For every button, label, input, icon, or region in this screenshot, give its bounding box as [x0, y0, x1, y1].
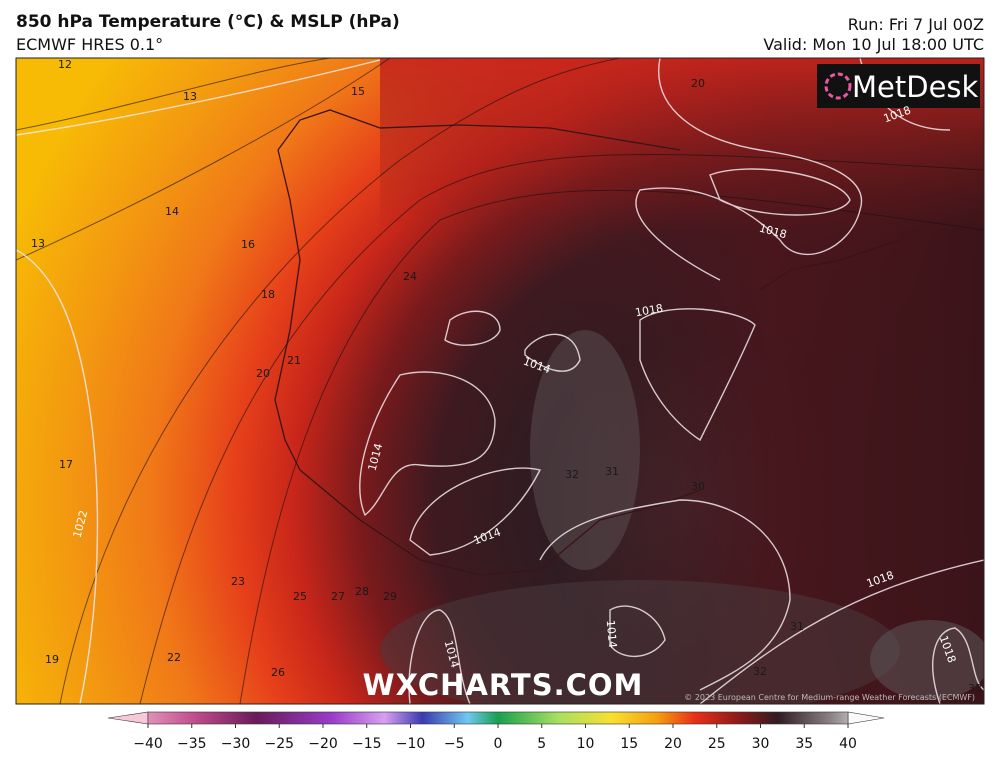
warm-core	[870, 620, 984, 700]
isotherm-label: 14	[165, 205, 179, 218]
warm-core	[530, 330, 640, 570]
colorbar	[147, 711, 849, 725]
subtitle: ECMWF HRES 0.1°	[16, 35, 164, 54]
colorbar-tick-label: 5	[537, 736, 546, 752]
isotherm-label: 13	[183, 90, 197, 103]
copyright: © 2023 European Centre for Medium-range …	[684, 693, 975, 702]
isotherm-label: 19	[45, 653, 59, 666]
run-time: Run: Fri 7 Jul 00Z	[847, 15, 984, 34]
isobar-label: 1014	[442, 639, 462, 669]
colorbar-tick-label: −5	[444, 736, 465, 752]
logo-icon	[824, 72, 852, 100]
colorbar-tick-label: 35	[795, 736, 813, 752]
isobar-label: 1014	[521, 355, 552, 377]
colorbar-tick-label: 15	[620, 736, 638, 752]
colorbar-tick-label: 20	[664, 736, 682, 752]
map-field	[16, 58, 984, 704]
isotherm-label: 30	[691, 480, 705, 493]
colorbar-tick-label: −25	[264, 736, 294, 752]
colorbar-tick-label: 0	[494, 736, 503, 752]
isotherm-label: 33	[968, 682, 982, 695]
isotherm-label: 31	[605, 465, 619, 478]
isobar-label: 1018	[865, 569, 896, 591]
colorbar-tick-label: 25	[708, 736, 726, 752]
isotherm-label: 12	[58, 58, 72, 71]
isotherms	[16, 58, 984, 704]
isobar-label: 1022	[71, 509, 91, 539]
isotherm-label: 13	[31, 237, 45, 250]
colorbar-end	[847, 711, 885, 725]
colorbar-tick-label: −35	[177, 736, 207, 752]
isotherm-label: 20	[691, 77, 705, 90]
colorbar-tick-label: −40	[133, 736, 163, 752]
isobar-label: 1018	[758, 222, 788, 242]
coastline	[274, 109, 901, 576]
valid-time: Valid: Mon 10 Jul 18:00 UTC	[763, 35, 984, 54]
isotherm-label: 25	[293, 590, 307, 603]
watermark: WXCHARTS.COM	[363, 668, 644, 702]
isotherm-label: 18	[261, 288, 275, 301]
temperature-field	[380, 58, 984, 238]
temperature-field	[16, 58, 984, 704]
isotherm-label: 23	[231, 575, 245, 588]
isotherm-label: 20	[256, 367, 270, 380]
isobar-label: 1018	[882, 104, 913, 126]
isobar-label: 1018	[634, 302, 664, 320]
isobar-label: 1014	[604, 620, 619, 649]
isotherm-label: 26	[271, 666, 285, 679]
colorbar-tick-label: −30	[221, 736, 251, 752]
isotherm-label: 24	[403, 270, 417, 283]
isobar-label: 1018	[937, 634, 959, 665]
isotherm-label: 27	[331, 590, 345, 603]
colorbar-tick-label: −20	[308, 736, 338, 752]
logo: MetDesk	[817, 64, 980, 108]
isobar-label: 1014	[366, 442, 386, 472]
map-frame	[15, 57, 985, 705]
logo-box	[817, 64, 980, 108]
colorbar-tick-label: 40	[839, 736, 857, 752]
isotherm-label: 28	[355, 585, 369, 598]
colorbar-tick-label: −10	[396, 736, 426, 752]
isobars	[16, 58, 984, 704]
isotherm-label: 32	[753, 665, 767, 678]
isotherm-label: 16	[241, 238, 255, 251]
colorbar-end	[107, 711, 149, 725]
isotherm-label: 15	[351, 85, 365, 98]
isotherm-label: 32	[565, 468, 579, 481]
isobar-label: 1014	[472, 526, 503, 548]
isotherm-label: 22	[167, 651, 181, 664]
isotherm-label: 21	[287, 354, 301, 367]
isotherm-label: 31	[790, 620, 804, 633]
logo-text: MetDesk	[852, 70, 979, 104]
title: 850 hPa Temperature (°C) & MSLP (hPa)	[16, 12, 400, 32]
colorbar-tick-label: 10	[577, 736, 595, 752]
colorbar-tick-label: −15	[352, 736, 382, 752]
isotherm-label: 29	[383, 590, 397, 603]
isotherm-label: 17	[59, 458, 73, 471]
colorbar-tick-label: 30	[752, 736, 770, 752]
warm-core	[380, 580, 900, 704]
temperature-field	[16, 58, 984, 704]
